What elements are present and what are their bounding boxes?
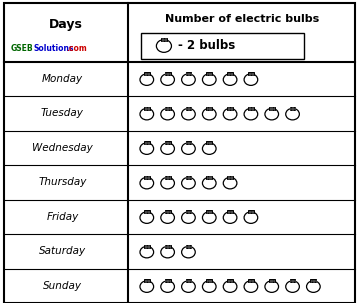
Circle shape [140, 177, 154, 189]
Text: - 2 bulbs: - 2 bulbs [178, 39, 235, 52]
Circle shape [161, 177, 174, 189]
Circle shape [161, 281, 174, 292]
Text: Friday: Friday [46, 212, 79, 222]
Bar [186, 176, 191, 179]
Circle shape [202, 281, 216, 292]
Bar [269, 107, 275, 110]
Circle shape [223, 281, 237, 292]
Bar [227, 210, 233, 213]
Text: Solutions: Solutions [33, 44, 74, 53]
Circle shape [182, 281, 195, 292]
Bar [186, 245, 191, 248]
Circle shape [140, 143, 154, 155]
Circle shape [223, 74, 237, 85]
Bar [186, 142, 191, 144]
Circle shape [286, 281, 299, 292]
Bar [206, 279, 212, 282]
Circle shape [140, 212, 154, 223]
Bar [248, 279, 254, 282]
Text: Days: Days [49, 18, 83, 31]
Bar [248, 210, 254, 213]
Bar [186, 279, 191, 282]
Text: Tuesday: Tuesday [41, 108, 84, 118]
Bar [206, 210, 212, 213]
Circle shape [182, 246, 195, 258]
Text: GSEB: GSEB [11, 44, 33, 53]
Bar [165, 210, 171, 213]
Circle shape [182, 143, 195, 155]
Circle shape [223, 212, 237, 223]
Circle shape [182, 108, 195, 120]
Bar [227, 176, 233, 179]
Bar [269, 279, 275, 282]
Circle shape [307, 281, 320, 292]
Bar [165, 107, 171, 110]
Bar [248, 107, 254, 110]
Bar [141, 33, 304, 59]
Circle shape [140, 246, 154, 258]
Circle shape [223, 108, 237, 120]
Circle shape [202, 143, 216, 155]
Bar [206, 107, 212, 110]
Circle shape [244, 74, 258, 85]
Circle shape [244, 281, 258, 292]
Bar [227, 107, 233, 110]
Bar [165, 142, 171, 144]
Text: .com: .com [66, 44, 87, 53]
Text: Thursday: Thursday [38, 177, 87, 187]
Bar [144, 72, 150, 75]
Circle shape [265, 108, 279, 120]
Circle shape [244, 212, 258, 223]
Bar [311, 279, 316, 282]
Bar [186, 72, 191, 75]
Bar [227, 279, 233, 282]
Circle shape [161, 246, 174, 258]
Text: Sunday: Sunday [43, 281, 82, 291]
Bar [290, 107, 295, 110]
Circle shape [140, 108, 154, 120]
Circle shape [223, 177, 237, 189]
Bar [165, 245, 171, 248]
Circle shape [265, 281, 279, 292]
Circle shape [140, 281, 154, 292]
Bar [165, 72, 171, 75]
Circle shape [202, 212, 216, 223]
Text: Saturday: Saturday [39, 246, 86, 256]
Circle shape [202, 74, 216, 85]
Bar [165, 279, 171, 282]
Bar [161, 38, 167, 41]
Circle shape [202, 108, 216, 120]
Bar [165, 176, 171, 179]
Circle shape [161, 74, 174, 85]
Bar [144, 210, 150, 213]
Circle shape [244, 108, 258, 120]
Circle shape [161, 143, 174, 155]
Bar [186, 107, 191, 110]
Bar [144, 107, 150, 110]
Bar [144, 245, 150, 248]
Text: Monday: Monday [42, 74, 83, 84]
Circle shape [182, 177, 195, 189]
Bar [227, 72, 233, 75]
Text: Wednesday: Wednesday [32, 143, 93, 153]
Bar [144, 279, 150, 282]
Bar [186, 210, 191, 213]
Circle shape [157, 40, 172, 52]
Circle shape [140, 74, 154, 85]
Bar [248, 72, 254, 75]
Bar [290, 279, 295, 282]
Circle shape [286, 108, 299, 120]
Text: Number of electric bulbs: Number of electric bulbs [165, 15, 319, 25]
Bar [206, 142, 212, 144]
Circle shape [182, 212, 195, 223]
Circle shape [182, 74, 195, 85]
Bar [206, 176, 212, 179]
Circle shape [202, 177, 216, 189]
Circle shape [161, 212, 174, 223]
Bar [144, 176, 150, 179]
Circle shape [161, 108, 174, 120]
Bar [144, 142, 150, 144]
Bar [206, 72, 212, 75]
